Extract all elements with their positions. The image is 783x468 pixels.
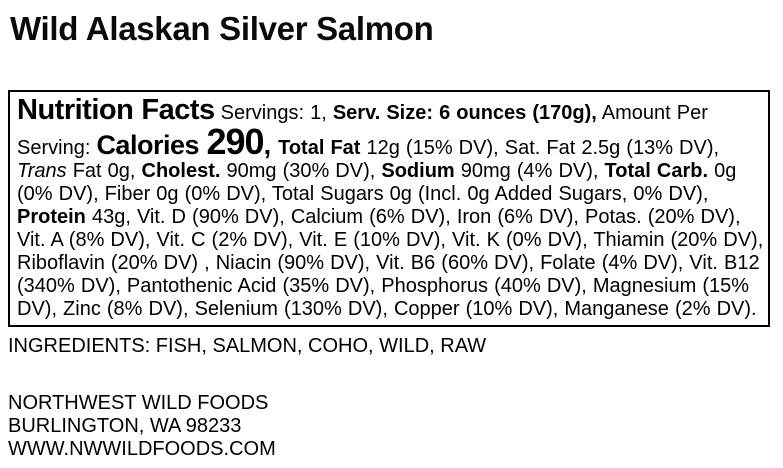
company-website: WWW.NWWILDFOODS.COM [8,438,276,460]
trans-label: Trans [17,160,67,182]
amount-per-serving-text: Amount Per Serving: [17,102,708,159]
company-address: BURLINGTON, WA 98233 [8,415,242,437]
vitamins-minerals-text: 43g, Vit. D (90% DV), Calcium (6% DV), I… [17,206,764,320]
servings-text: Servings: 1, [214,102,333,124]
calories-label: Calories [96,130,207,160]
nutrition-facts-heading: Nutrition Facts [17,94,215,126]
carb-fiber-sugars-text: 0g (0% DV), Fiber 0g (0% DV), Total Suga… [17,160,737,205]
cholesterol-label: Cholest. [141,160,221,182]
calories-value: 290 [206,121,265,162]
company-info-block: NORTHWEST WILD FOODS BURLINGTON, WA 9823… [8,392,276,461]
product-label-page: Wild Alaskan Silver Salmon Nutrition Fac… [0,10,783,468]
trans-fat-value: Fat 0g, [66,160,142,182]
total-carb-label: Total Carb. [604,160,709,182]
page-title: Wild Alaskan Silver Salmon [10,10,434,47]
nutrition-facts-text: Nutrition Facts Servings: 1, Serv. Size:… [17,94,764,321]
serving-size-text: Serv. Size: 6 ounces (170g), [332,102,597,124]
calories-separator: , [263,130,279,160]
sodium-label: Sodium [381,160,455,182]
cholesterol-value: 90mg (30% DV), [220,160,382,182]
sodium-value: 90mg (4% DV), [454,160,605,182]
company-name: NORTHWEST WILD FOODS [8,392,269,414]
protein-label: Protein [17,206,86,228]
nutrition-facts-box: Nutrition Facts Servings: 1, Serv. Size:… [8,90,770,327]
total-fat-label: Total Fat [278,137,361,159]
fat-values-text: 12g (15% DV), Sat. Fat 2.5g (13% DV), [360,137,720,159]
ingredients-text: INGREDIENTS: FISH, SALMON, COHO, WILD, R… [8,335,487,357]
